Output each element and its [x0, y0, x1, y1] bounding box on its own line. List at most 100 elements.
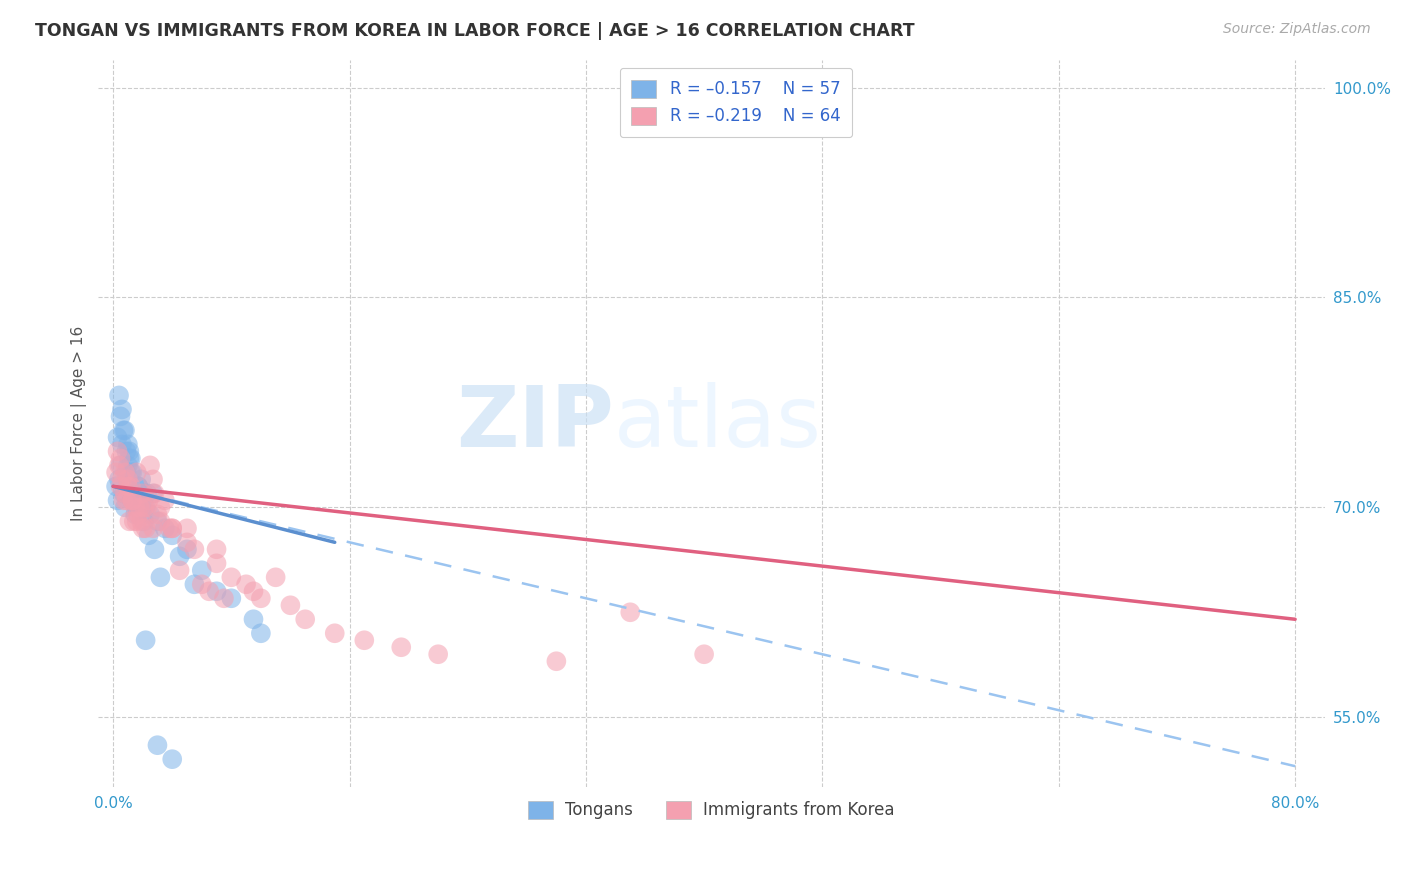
Text: atlas: atlas	[613, 382, 821, 465]
Point	[136, 500, 159, 515]
Point	[128, 493, 150, 508]
Point	[142, 472, 165, 486]
Point	[323, 626, 346, 640]
Point	[153, 521, 176, 535]
Point	[131, 500, 153, 515]
Point	[131, 486, 153, 500]
Point	[280, 599, 302, 613]
Point	[107, 444, 129, 458]
Point	[146, 508, 169, 522]
Text: TONGAN VS IMMIGRANTS FROM KOREA IN LABOR FORCE | AGE > 16 CORRELATION CHART: TONGAN VS IMMIGRANTS FROM KOREA IN LABOR…	[35, 22, 915, 40]
Point	[131, 521, 153, 535]
Point	[221, 591, 243, 606]
Point	[128, 500, 150, 515]
Point	[546, 654, 568, 668]
Point	[191, 577, 214, 591]
Point	[183, 577, 205, 591]
Point	[122, 493, 145, 508]
Point	[111, 402, 134, 417]
Legend: Tongans, Immigrants from Korea: Tongans, Immigrants from Korea	[522, 794, 901, 826]
Point	[139, 458, 162, 473]
Point	[693, 647, 716, 661]
Point	[134, 514, 156, 528]
Point	[117, 437, 139, 451]
Point	[353, 633, 375, 648]
Point	[427, 647, 450, 661]
Point	[111, 437, 134, 451]
Point	[143, 486, 166, 500]
Point	[105, 466, 128, 480]
Point	[169, 549, 191, 564]
Point	[142, 521, 165, 535]
Point	[136, 486, 159, 500]
Point	[127, 479, 149, 493]
Point	[250, 591, 273, 606]
Point	[250, 626, 273, 640]
Point	[115, 466, 138, 480]
Point	[108, 458, 131, 473]
Text: ZIP: ZIP	[456, 382, 613, 465]
Point	[114, 500, 136, 515]
Point	[114, 466, 136, 480]
Point	[149, 514, 172, 528]
Y-axis label: In Labor Force | Age > 16: In Labor Force | Age > 16	[72, 326, 87, 521]
Point	[114, 486, 136, 500]
Point	[112, 493, 135, 508]
Point	[160, 752, 183, 766]
Point	[176, 521, 198, 535]
Point	[117, 472, 139, 486]
Point	[112, 423, 135, 437]
Point	[135, 500, 157, 515]
Point	[221, 570, 243, 584]
Point	[389, 640, 412, 655]
Point	[149, 570, 172, 584]
Point	[129, 514, 152, 528]
Point	[110, 451, 132, 466]
Point	[149, 500, 172, 515]
Point	[125, 514, 148, 528]
Point	[120, 466, 142, 480]
Point	[134, 486, 156, 500]
Text: Source: ZipAtlas.com: Source: ZipAtlas.com	[1223, 22, 1371, 37]
Point	[124, 500, 146, 515]
Point	[110, 409, 132, 424]
Point	[121, 493, 143, 508]
Point	[135, 521, 157, 535]
Point	[205, 542, 228, 557]
Point	[105, 479, 128, 493]
Point	[121, 493, 143, 508]
Point	[110, 479, 132, 493]
Point	[146, 738, 169, 752]
Point	[124, 493, 146, 508]
Point	[120, 479, 142, 493]
Point	[153, 493, 176, 508]
Point	[242, 584, 264, 599]
Point	[619, 605, 641, 619]
Point	[212, 591, 235, 606]
Point	[176, 535, 198, 549]
Point	[111, 472, 134, 486]
Point	[129, 493, 152, 508]
Point	[122, 514, 145, 528]
Point	[235, 577, 257, 591]
Point	[129, 472, 152, 486]
Point	[125, 466, 148, 480]
Point	[117, 458, 139, 473]
Point	[157, 521, 180, 535]
Point	[198, 584, 221, 599]
Point	[114, 423, 136, 437]
Point	[205, 584, 228, 599]
Point	[121, 486, 143, 500]
Point	[125, 500, 148, 515]
Point	[115, 444, 138, 458]
Point	[112, 486, 135, 500]
Point	[138, 493, 160, 508]
Point	[176, 542, 198, 557]
Point	[127, 508, 149, 522]
Point	[169, 563, 191, 577]
Point	[160, 521, 183, 535]
Point	[117, 479, 139, 493]
Point	[139, 508, 162, 522]
Point	[138, 528, 160, 542]
Point	[142, 486, 165, 500]
